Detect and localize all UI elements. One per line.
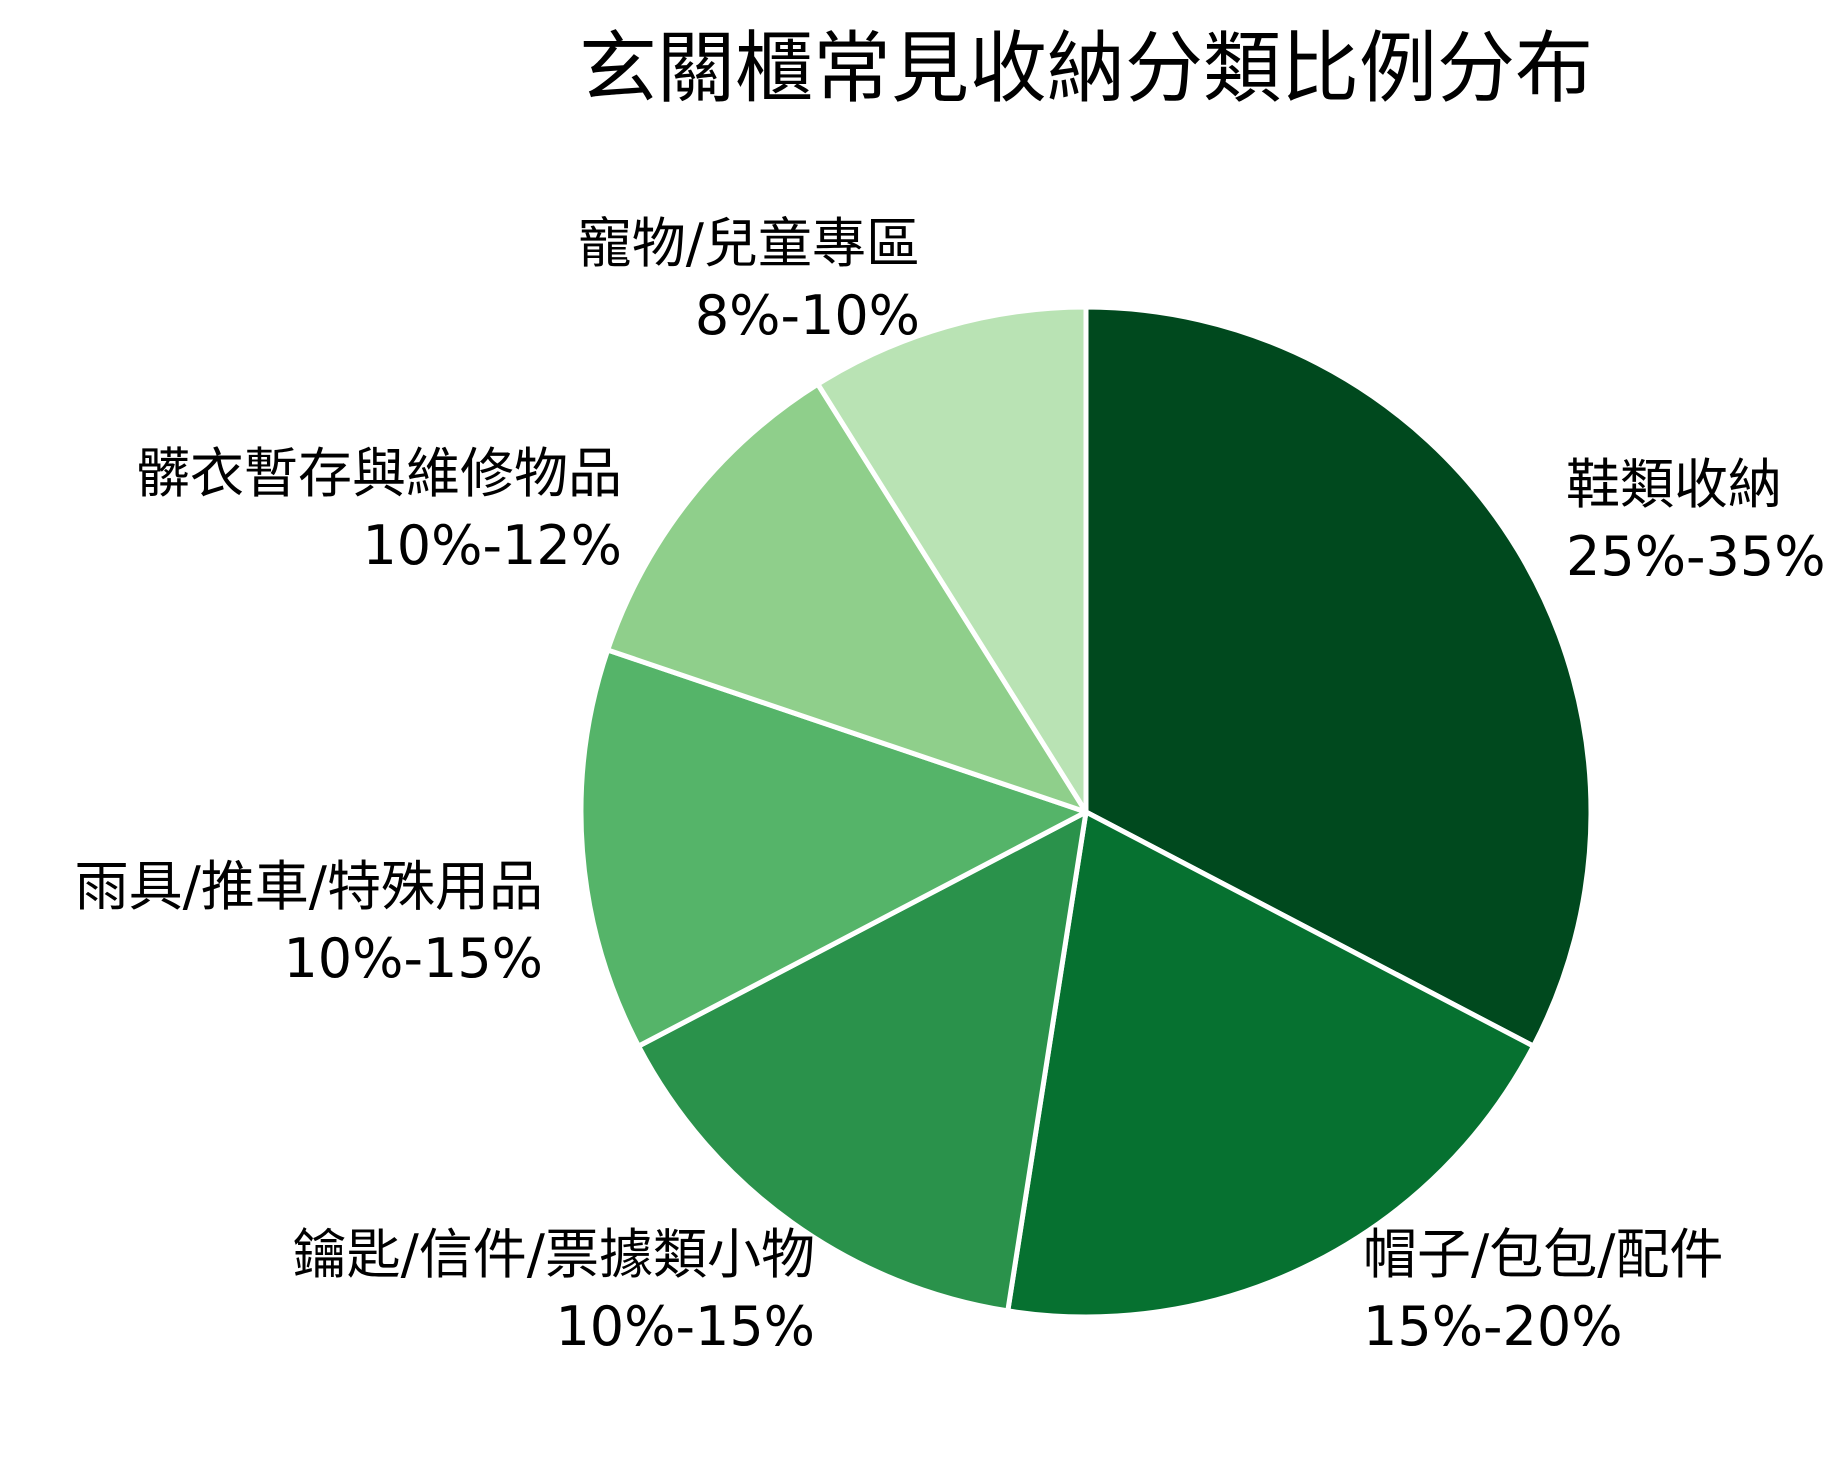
pie-slice-5 [605, 381, 1089, 815]
chart-title: 玄關櫃常見收納分類比例分布 [579, 24, 1593, 114]
slice-value-6: 8%-10% [695, 284, 920, 347]
pie-slice-3 [636, 809, 1089, 1314]
slice-value-4: 10%-15% [283, 927, 543, 990]
pie-slice-4 [578, 647, 1089, 1049]
slice-value-5: 10%-12% [362, 514, 622, 577]
slice-label-6: 寵物/兒童專區 [578, 212, 920, 275]
slice-value-1: 25%-35% [1566, 525, 1826, 588]
slice-label-5: 髒衣暫存與維修物品 [136, 442, 622, 505]
slice-label-3: 鑰匙/信件/票據類小物 [293, 1223, 815, 1286]
slice-value-2: 15%-20% [1363, 1295, 1623, 1358]
pie-slice-1 [1083, 304, 1594, 1049]
pie-slices [578, 304, 1594, 1320]
slice-label-4: 雨具/推車/特殊用品 [75, 855, 543, 918]
slice-labels: 鞋類收納 25%-35% 帽子/包包/配件 15%-20% 鑰匙/信件/票據類小物 10%… [75, 212, 1826, 1358]
slice-label-2: 帽子/包包/配件 [1363, 1223, 1723, 1286]
pie-slice-2 [1005, 809, 1536, 1320]
slice-label-1: 鞋類收納 [1566, 453, 1782, 516]
slice-value-3: 10%-15% [555, 1295, 815, 1358]
pie-slice-6 [815, 304, 1089, 815]
